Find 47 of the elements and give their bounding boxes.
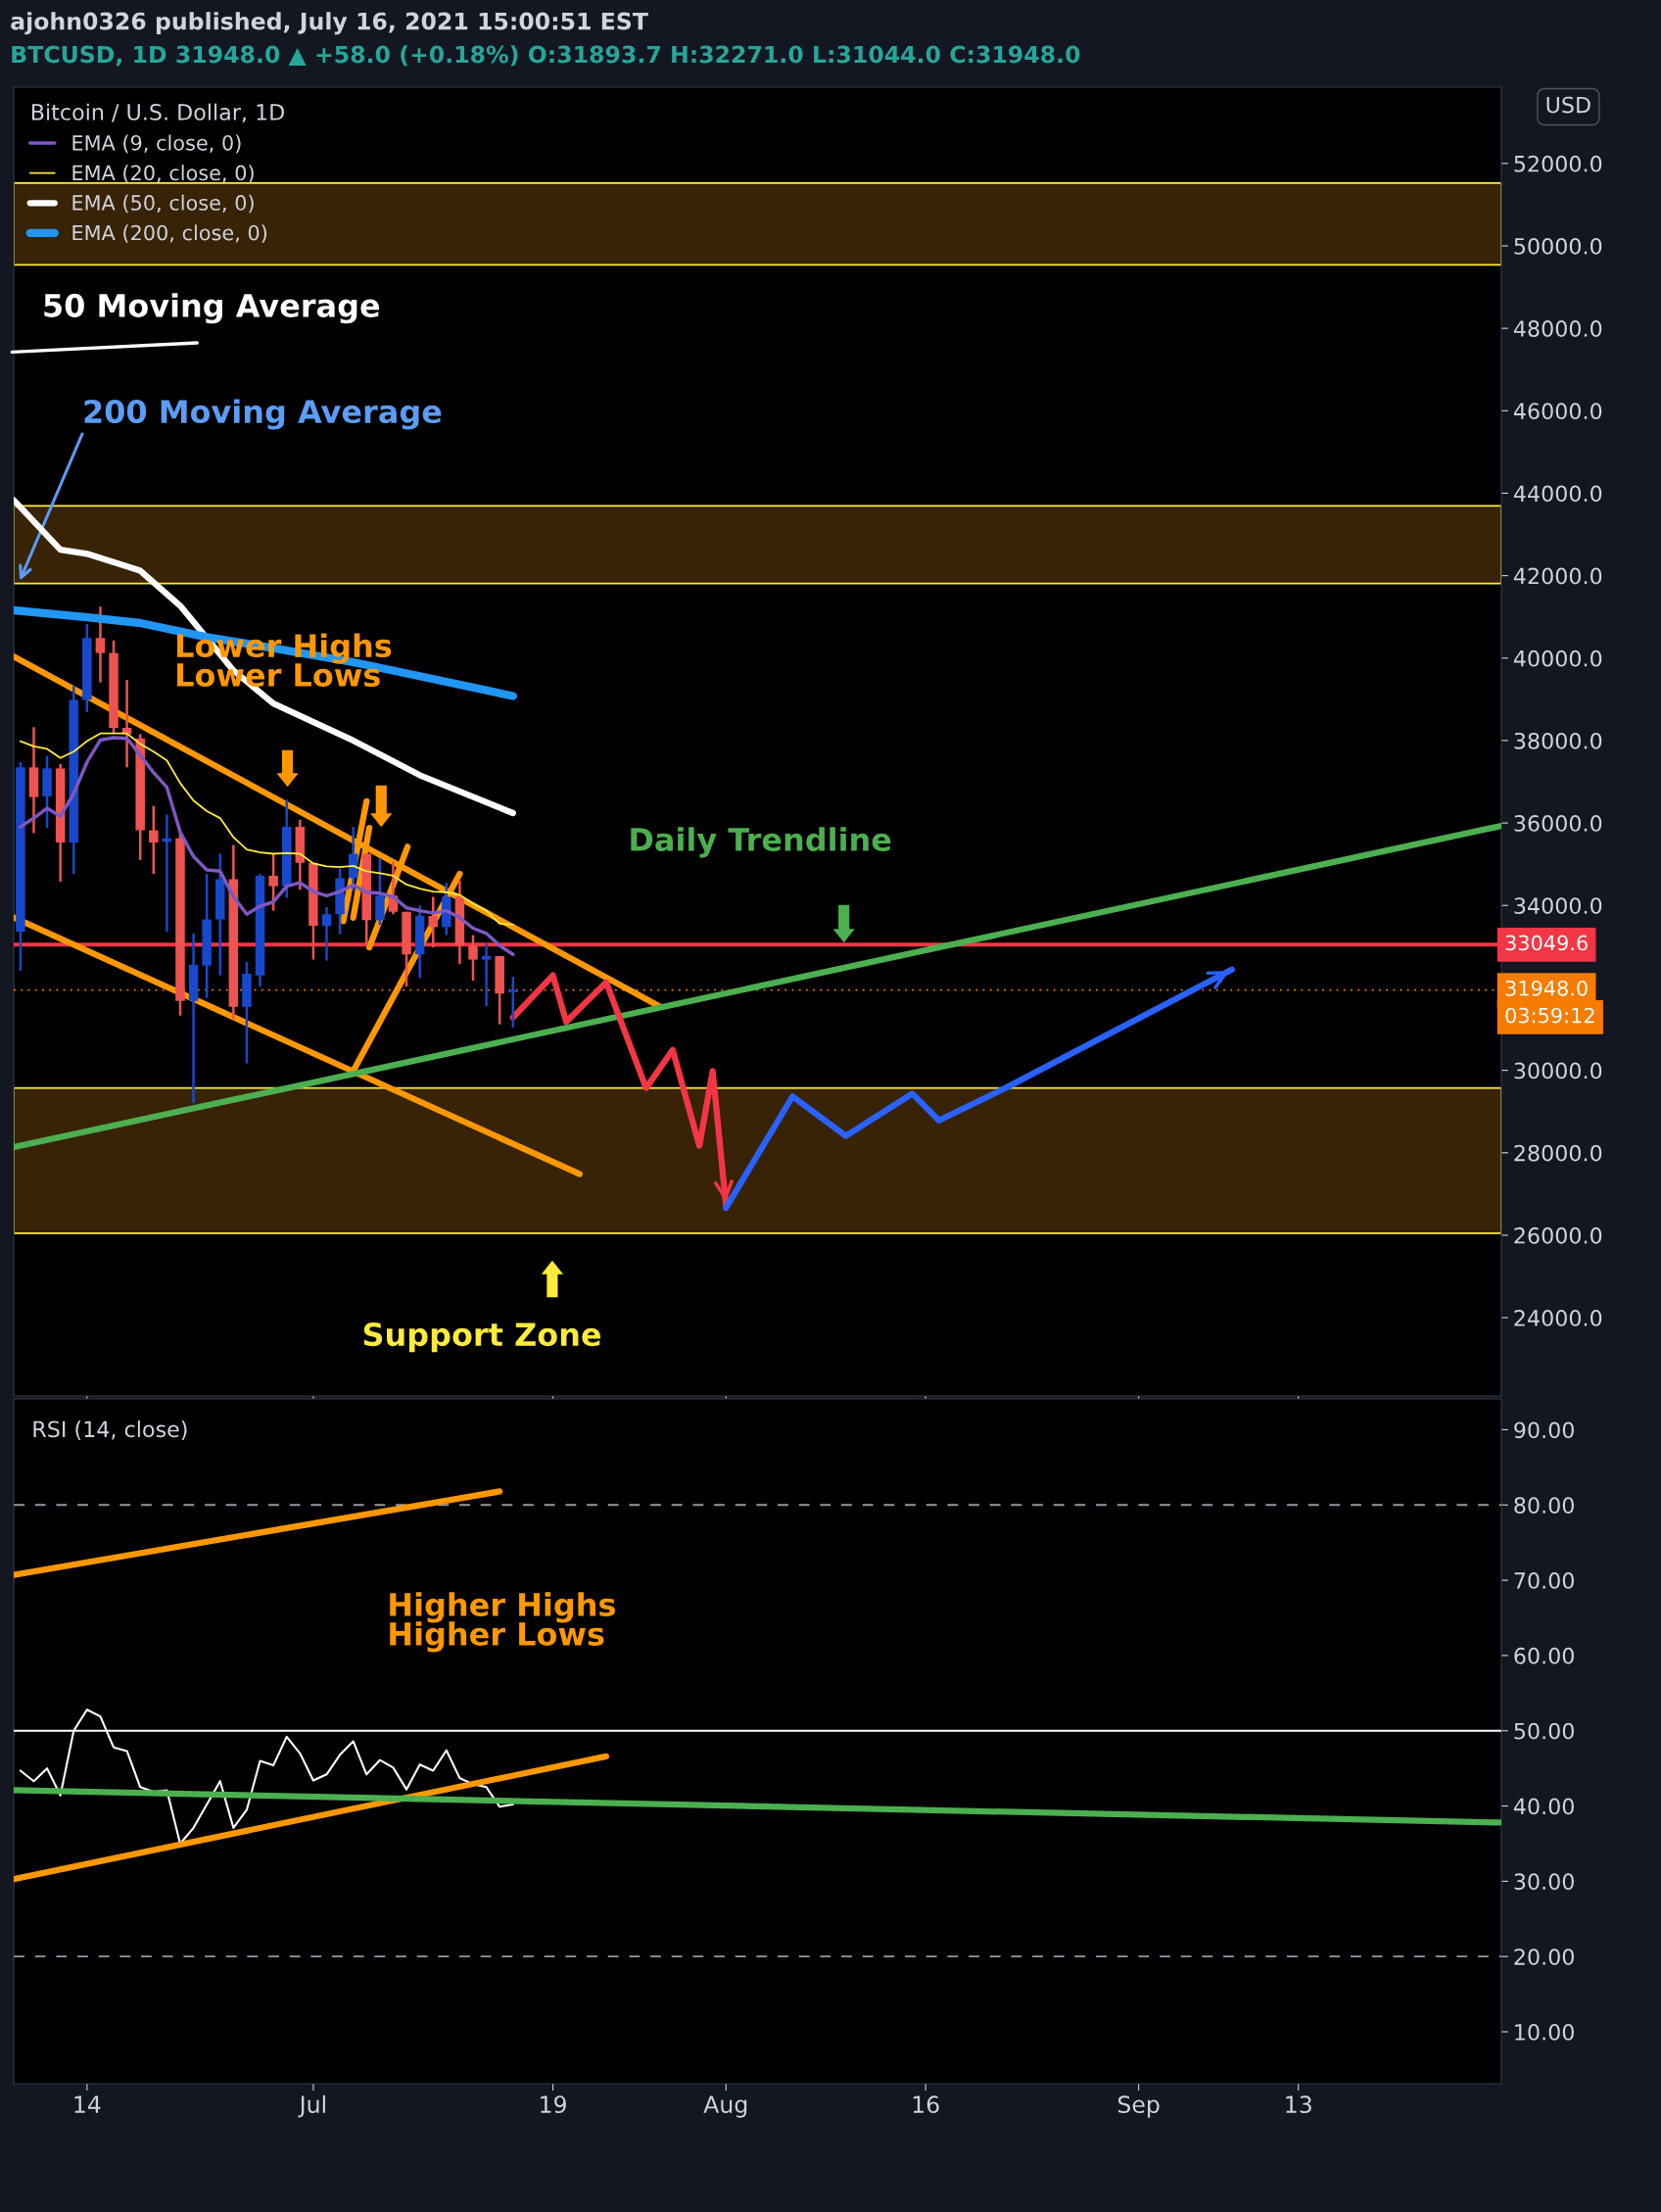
x-tick-label: 13: [1286, 2095, 1311, 2114]
annotation: 50 Moving Average: [44, 293, 380, 324]
y-tick-label: 70.00: [1514, 1572, 1574, 1589]
y-tick-label: 60.00: [1514, 1647, 1574, 1664]
text: RSI (14, close): [33, 1420, 187, 1440]
legend-label: EMA (50, close, 0): [72, 194, 254, 214]
y-tick-label: 80.00: [1514, 1497, 1574, 1515]
y-axis-title: USD: [1546, 96, 1590, 114]
annotation: 200 Moving Average: [84, 399, 442, 430]
annotation: Daily Trendline: [631, 827, 891, 858]
y-tick-label: 10.00: [1515, 2023, 1574, 2041]
y-tick-label: 30.00: [1514, 1873, 1574, 1891]
y-tick-label: 48000.0: [1513, 320, 1602, 337]
y-tick-label: 40.00: [1513, 1798, 1574, 1815]
y-tick-label: 40000.0: [1513, 649, 1602, 667]
chart-title: ajohn0326 published, July 16, 2021 15:00:51 EST: [11, 12, 648, 35]
y-tick-label: 34000.0: [1514, 897, 1602, 915]
y-tick-label: 50000.0: [1514, 237, 1602, 255]
annotation: Support Zone: [363, 1322, 601, 1353]
x-tick-label: Aug: [703, 2095, 747, 2118]
y-tick-label: 42000.0: [1513, 567, 1602, 585]
y-tick-label: 90.00: [1514, 1421, 1574, 1439]
legend-label: EMA (9, close, 0): [72, 134, 241, 154]
y-tick-label: 24000.0: [1514, 1310, 1602, 1326]
chart-subtitle: BTCUSD, 1D 31948.0 ▲ +58.0 (+0.18%) O:31893.7 H:32271.0 L:31044.0 C:31948.0: [12, 45, 1080, 67]
ref-line-label: 33049.6: [1505, 935, 1588, 951]
y-tick-label: 26000.0: [1514, 1226, 1602, 1244]
x-tick-label: 19: [541, 2095, 566, 2114]
y-tick-label: 38000.0: [1514, 732, 1602, 749]
y-tick-label: 28000.0: [1514, 1144, 1602, 1162]
y-tick-label: 44000.0: [1513, 485, 1602, 503]
legend-label: EMA (200, close, 0): [72, 224, 267, 243]
annotation: Higher Highs Higher Lows: [390, 1592, 615, 1653]
x-tick-label: 16: [913, 2095, 939, 2114]
legend-label: EMA (20, close, 0): [72, 165, 254, 183]
legend-title: Bitcoin / U.S. Dollar, 1D: [31, 103, 284, 123]
text: 03:59:12: [1505, 1007, 1594, 1024]
y-tick-label: 50.00: [1514, 1722, 1574, 1740]
y-tick-label: 52000.0: [1514, 155, 1602, 172]
y-tick-label: 46000.0: [1513, 403, 1602, 420]
y-tick-label: 30000.0: [1514, 1062, 1602, 1080]
y-tick-label: 20.00: [1514, 1948, 1574, 1965]
x-tick-label: Jul: [298, 2094, 325, 2118]
x-tick-label: Sep: [1117, 2095, 1160, 2118]
ref-line-label: 31948.0: [1505, 980, 1588, 996]
x-tick-label: 14: [74, 2095, 101, 2113]
y-tick-label: 36000.0: [1514, 815, 1602, 832]
